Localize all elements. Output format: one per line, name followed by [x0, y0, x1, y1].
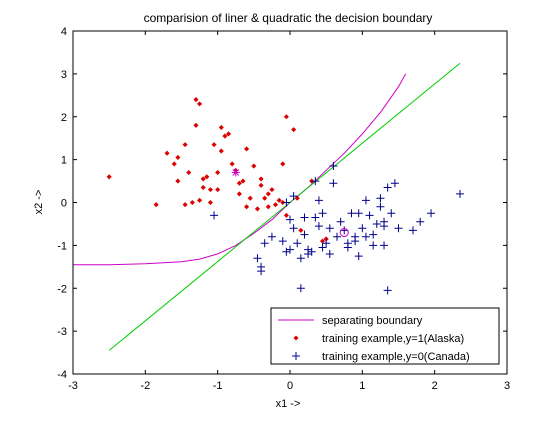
y-tick-label: 3: [61, 69, 67, 81]
series-alaska-mean: [232, 168, 240, 176]
y-tick-label: 2: [61, 112, 67, 124]
x-tick-label: -1: [213, 380, 223, 392]
chart-title: comparision of liner & quadratic the dec…: [144, 11, 433, 25]
y-tick-label: 0: [61, 198, 67, 210]
y-tick-label: -1: [57, 240, 67, 252]
x-tick-label: 0: [287, 380, 293, 392]
legend: separating boundary training example,y=1(…: [271, 308, 499, 364]
x-tick-label: -3: [68, 380, 78, 392]
alaska-mean-point: [232, 168, 240, 176]
y-tick-label: -4: [57, 369, 67, 381]
x-tick-label: -2: [140, 380, 150, 392]
y-tick-label: 1: [61, 155, 67, 167]
x-axis-label: x1 ->: [276, 398, 301, 410]
x-tick-label: 2: [432, 380, 438, 392]
x-tick-label: 3: [504, 380, 510, 392]
x-tick-label: 1: [359, 380, 365, 392]
y-tick-label: 4: [61, 26, 67, 38]
y-axis-label: x2 ->: [33, 190, 45, 215]
y-tick-label: -2: [57, 283, 67, 295]
legend-label: training example,y=1(Alaska): [322, 333, 464, 345]
legend-label: separating boundary: [322, 315, 423, 327]
legend-label: training example,y=0(Canada): [322, 351, 470, 363]
y-tick-label: -3: [57, 326, 67, 338]
